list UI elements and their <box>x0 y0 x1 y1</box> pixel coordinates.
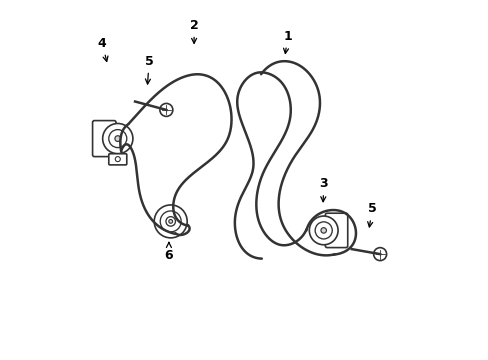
Circle shape <box>319 226 327 234</box>
Circle shape <box>309 216 337 245</box>
Circle shape <box>168 220 172 223</box>
Text: 3: 3 <box>319 177 327 202</box>
Circle shape <box>115 157 120 162</box>
Text: 5: 5 <box>144 55 153 84</box>
FancyBboxPatch shape <box>92 121 116 157</box>
Circle shape <box>113 134 122 143</box>
Text: 5: 5 <box>367 202 376 227</box>
Circle shape <box>160 211 181 232</box>
Circle shape <box>102 123 133 154</box>
Circle shape <box>320 228 326 233</box>
Circle shape <box>115 136 121 141</box>
Text: 6: 6 <box>164 243 173 262</box>
Text: 4: 4 <box>98 37 108 62</box>
Circle shape <box>165 217 175 226</box>
Circle shape <box>154 205 187 238</box>
Circle shape <box>160 103 172 116</box>
Text: 1: 1 <box>283 30 291 54</box>
FancyBboxPatch shape <box>108 154 126 165</box>
Circle shape <box>314 222 331 239</box>
Circle shape <box>108 130 126 148</box>
Circle shape <box>373 248 386 261</box>
FancyBboxPatch shape <box>325 213 347 248</box>
Text: 2: 2 <box>189 19 198 43</box>
